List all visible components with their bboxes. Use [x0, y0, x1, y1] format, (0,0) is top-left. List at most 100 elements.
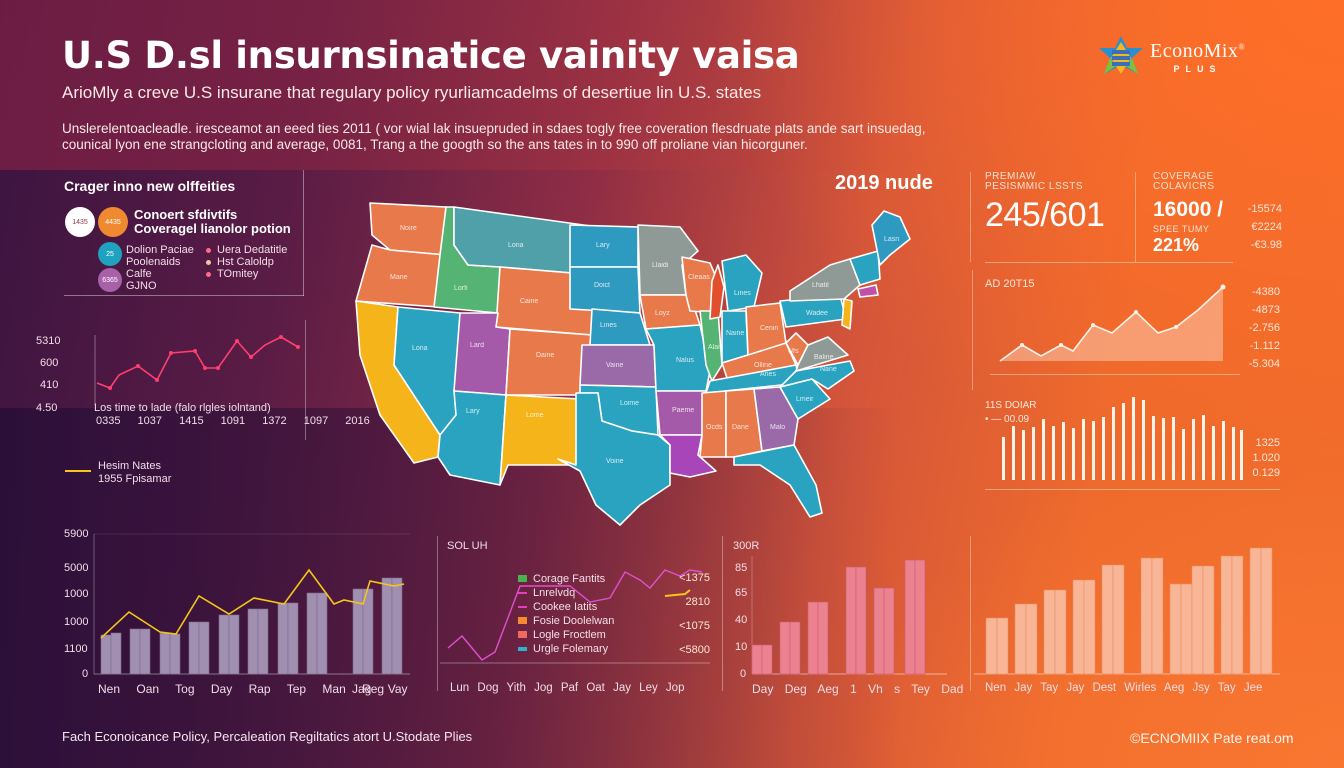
economix-logo[interactable]: EconoMix® PLUS [1098, 36, 1245, 78]
state-ME [871, 210, 911, 266]
x-ticks: Day Deg Aeg 1 Vh s Tey Dad [752, 682, 964, 696]
svg-text:Lines: Lines [734, 290, 751, 297]
x-ticks: Nen Jay Tay Jay Dest Wirles Aeg Jsy Tay … [985, 682, 1263, 694]
svg-text:Olline: Olline [754, 362, 772, 369]
divider [970, 536, 971, 691]
svg-text:Cenin: Cenin [760, 325, 778, 332]
pink-chart-title: 300R [733, 540, 760, 552]
svg-text:Lona: Lona [412, 345, 428, 352]
legend-circle-purple: 6365 [98, 268, 122, 292]
y-tick: 0 [740, 668, 747, 680]
legend-panel: Crager inno new olffeities 1435 4435 25 … [64, 170, 304, 296]
svg-text:Cleaas: Cleaas [688, 274, 710, 281]
svg-text:Lard: Lard [470, 342, 484, 349]
state-VA [795, 336, 849, 372]
chart-legend: Hesim Nates 1955 Fpisamar [98, 460, 172, 485]
area-chart [999, 284, 1226, 362]
state-CT-RI [857, 284, 879, 298]
area-side-values: -4380 -4873 -2.756 -1.112 -5.304 [1248, 286, 1280, 370]
legend-list-left: Dolion Paciae Poolenaids Calfe GJNO [126, 244, 194, 292]
divider [722, 536, 723, 691]
svg-text:Ocds: Ocds [706, 424, 723, 431]
svg-text:Lorfi: Lorfi [454, 285, 468, 292]
bullet-icon [206, 271, 211, 277]
peach-bar-chart [974, 547, 1280, 675]
x-ticks: Jag Vay [352, 682, 408, 696]
y-tick: 1100 [64, 643, 88, 655]
intro-line-1: Unslerelentoacleadle. iresceamot an eeed… [62, 121, 926, 136]
coverage-side-values: -15574 €2224 -€3.98 [1247, 203, 1282, 251]
page-title: U.S D.sl insurnsinatice vainity vaisa [62, 34, 800, 77]
mid-side-values: <1375 2810 <1075 <5800 [679, 572, 710, 656]
page-subtitle: ArioMly a creve U.S insurane that regula… [62, 83, 762, 102]
svg-text:Lary: Lary [466, 408, 480, 415]
divider [990, 374, 1240, 375]
x-ticks: Lun Dog Yith Jog Paf Oat Jay Ley Jop [450, 682, 685, 694]
y-tick: 5310 [36, 335, 61, 347]
svg-text:Mane: Mane [390, 274, 408, 281]
pink-bar-chart [751, 556, 947, 675]
svg-text:Voine: Voine [606, 458, 624, 465]
mid-chart-legend: Corage Fantits Lnrelvdq Cookee Iatits Fo… [518, 572, 614, 656]
divider [985, 262, 1233, 263]
svg-text:Lasn: Lasn [884, 236, 899, 243]
svg-text:Loime: Loime [620, 400, 639, 407]
star-logo-icon [1098, 36, 1144, 78]
bullet-icon [206, 259, 211, 265]
svg-text:Lona: Lona [508, 242, 524, 249]
svg-text:Doict: Doict [594, 282, 610, 289]
svg-text:Alais: Alais [708, 344, 724, 351]
svg-text:Llaidi: Llaidi [652, 262, 669, 269]
state-SD [569, 266, 641, 314]
state-IN [721, 310, 749, 364]
intro-line-2: counical lyon ene strangcloting and aver… [62, 137, 808, 152]
divider [437, 536, 438, 691]
svg-text:Lome: Lome [526, 412, 544, 419]
y-tick: 0 [82, 668, 89, 680]
x-ticks: Nen Oan Tog Day Rap Tep Man Reg [98, 682, 385, 696]
state-NE [589, 308, 651, 346]
state-NY [789, 258, 861, 302]
svg-text:Lhatil: Lhatil [812, 282, 829, 289]
divider [305, 320, 306, 440]
y-tick: 10 [735, 641, 748, 653]
y-tick: 600 [40, 357, 59, 369]
footer-credit[interactable]: ©ECNOMIIX Pate reat.om [1130, 730, 1294, 746]
state-NM [499, 394, 581, 486]
y-tick: 65 [735, 587, 748, 599]
bullet-icon [206, 247, 211, 253]
divider [64, 295, 304, 296]
svg-text:Malo: Malo [770, 424, 785, 431]
intro-paragraph: Unslerelentoacleadle. iresceamot an eeed… [62, 121, 926, 153]
svg-text:Dane: Dane [732, 424, 749, 431]
svg-text:Paeme: Paeme [672, 407, 694, 414]
legend-circle-white: 1435 [65, 207, 95, 237]
legend-heading: Crager inno new olffeities [64, 178, 236, 194]
footer-caption: Fach Econoicance Policy, Percaleation Re… [62, 729, 473, 744]
svg-text:Ufs: Ufs [788, 348, 799, 355]
y-tick: 1000 [64, 616, 89, 628]
divider [970, 172, 971, 262]
coverage-stat: COVERAGE COLAVICRS 16000 / SPEE TUMY 221… [1153, 171, 1224, 256]
svg-text:Naine: Naine [726, 330, 744, 337]
state-NC [779, 360, 855, 390]
state-FL [733, 444, 823, 518]
y-tick: 5000 [64, 562, 89, 574]
state-LakeMI [709, 264, 725, 320]
left-line-chart [94, 335, 300, 405]
svg-text:Anes: Anes [760, 371, 776, 378]
svg-text:Vaine: Vaine [606, 362, 623, 369]
map-year-label: 2019 nude [835, 172, 933, 194]
svg-text:Lary: Lary [596, 242, 610, 249]
legend-title: Conoert sfdivtifs Coveragel lianolor pot… [134, 207, 291, 236]
x-ticks: 0335 1037 1415 1091 1372 1097 2016 [96, 415, 370, 427]
svg-text:Daine: Daine [536, 352, 554, 359]
divider [985, 489, 1280, 490]
svg-text:Wadee: Wadee [806, 310, 828, 317]
svg-text:Loyz: Loyz [655, 310, 670, 317]
svg-text:Nalus: Nalus [676, 357, 694, 364]
combo-bar-line-chart [93, 533, 410, 675]
area-chart-title: AD 20T15 [985, 278, 1035, 290]
svg-text:Caine: Caine [520, 298, 538, 305]
mid-line-chart [440, 569, 710, 664]
